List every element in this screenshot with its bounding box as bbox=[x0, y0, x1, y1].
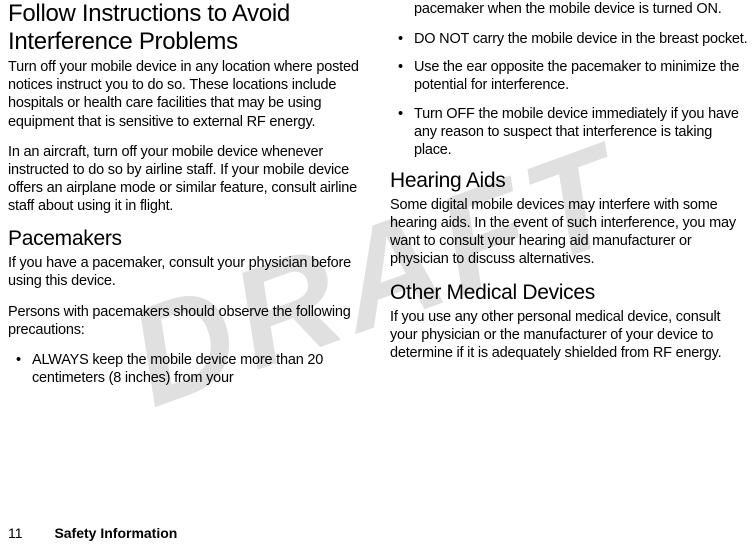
pacemaker-list-continued: DO NOT carry the mobile device in the br… bbox=[390, 30, 748, 159]
list-item: DO NOT carry the mobile device in the br… bbox=[414, 30, 748, 48]
pacemaker-list: ALWAYS keep the mobile device more than … bbox=[8, 351, 366, 387]
paragraph-aircraft: In an aircraft, turn off your mobile dev… bbox=[8, 143, 366, 216]
content-area: Follow Instructions to Avoid Interferenc… bbox=[0, 0, 756, 397]
paragraph-pacemaker-consult: If you have a pacemaker, consult your ph… bbox=[8, 254, 366, 290]
left-column: Follow Instructions to Avoid Interferenc… bbox=[8, 0, 366, 397]
heading-other-medical: Other Medical Devices bbox=[390, 281, 748, 305]
list-item: Turn OFF the mobile device immediately i… bbox=[414, 105, 748, 159]
footer-section-label: Safety Information bbox=[54, 525, 177, 541]
heading-hearing-aids: Hearing Aids bbox=[390, 169, 748, 193]
paragraph-pacemaker-precautions: Persons with pacemakers should observe t… bbox=[8, 303, 366, 339]
paragraph-continuation: pacemaker when the mobile device is turn… bbox=[390, 0, 748, 18]
paragraph-hearing-aids: Some digital mobile devices may interfer… bbox=[390, 196, 748, 269]
right-column: pacemaker when the mobile device is turn… bbox=[390, 0, 748, 397]
heading-pacemakers: Pacemakers bbox=[8, 227, 366, 251]
list-item: Use the ear opposite the pacemaker to mi… bbox=[414, 58, 748, 94]
list-item: ALWAYS keep the mobile device more than … bbox=[32, 351, 366, 387]
page-number: 11 bbox=[8, 525, 23, 541]
paragraph-turn-off: Turn off your mobile device in any locat… bbox=[8, 58, 366, 131]
heading-interference: Follow Instructions to Avoid Interferenc… bbox=[8, 0, 366, 55]
page-footer: 11 Safety Information bbox=[8, 525, 177, 541]
paragraph-other-medical: If you use any other personal medical de… bbox=[390, 308, 748, 362]
